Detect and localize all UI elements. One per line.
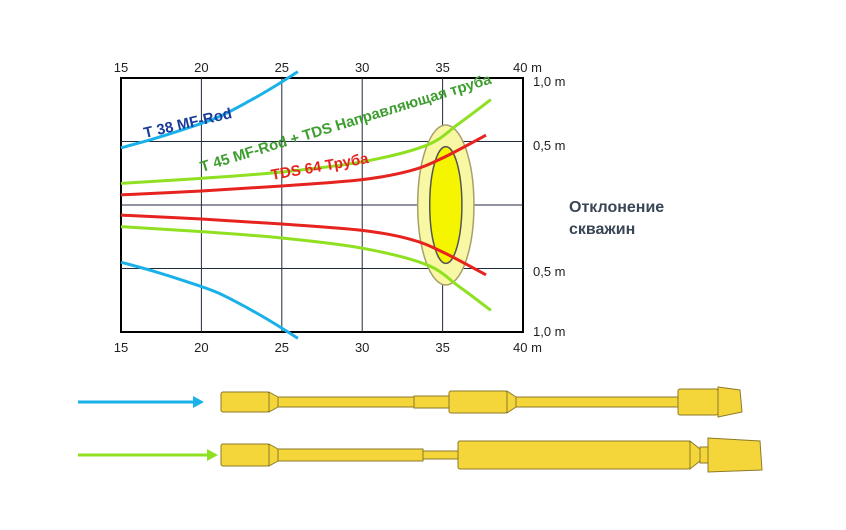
x-tick-top-label: 35 bbox=[435, 60, 449, 75]
x-tick-bottom-label: 15 bbox=[114, 340, 128, 355]
y-tick-label: 0,5 m bbox=[533, 138, 566, 153]
x-tick-bottom-label: 30 bbox=[355, 340, 369, 355]
side-title: Отклонение скважин bbox=[569, 199, 665, 238]
series-0-upper bbox=[120, 70, 299, 150]
arrow-head-t38 bbox=[193, 396, 204, 408]
series-0-lower bbox=[120, 260, 299, 340]
x-ticks-bottom: 15 20 25 30 35 40 m bbox=[114, 340, 542, 355]
y-tick-label: 0,5 m bbox=[533, 264, 566, 279]
x-ticks-top: 15 20 25 30 35 40 m bbox=[114, 60, 542, 75]
curves bbox=[120, 70, 492, 340]
series-2-upper bbox=[120, 133, 487, 197]
x-tick-bottom-label: 20 bbox=[194, 340, 208, 355]
y-ticks: 1,0 m 0,5 m 0,5 m 1,0 m bbox=[533, 74, 566, 339]
x-tick-top-label: 40 m bbox=[513, 60, 542, 75]
x-tick-bottom-label: 40 m bbox=[513, 340, 542, 355]
arrow-head-t45 bbox=[207, 449, 218, 461]
series-1-lower bbox=[120, 225, 492, 312]
x-tick-top-label: 25 bbox=[275, 60, 289, 75]
tool-t45 bbox=[78, 437, 763, 473]
x-tick-top-label: 20 bbox=[194, 60, 208, 75]
series-1-upper bbox=[120, 98, 492, 185]
rod-t38-body bbox=[220, 386, 743, 418]
x-tick-top-label: 15 bbox=[114, 60, 128, 75]
y-tick-label: 1,0 m bbox=[533, 74, 566, 89]
target-zone bbox=[416, 124, 475, 286]
series-2-lower bbox=[120, 213, 487, 277]
rod-t45-body bbox=[220, 437, 763, 473]
tool-t38 bbox=[78, 386, 743, 418]
target-inner-ellipse bbox=[428, 145, 463, 265]
y-tick-label: 1,0 m bbox=[533, 324, 566, 339]
x-tick-bottom-label: 35 bbox=[435, 340, 449, 355]
x-tick-bottom-label: 25 bbox=[275, 340, 289, 355]
x-tick-top-label: 30 bbox=[355, 60, 369, 75]
